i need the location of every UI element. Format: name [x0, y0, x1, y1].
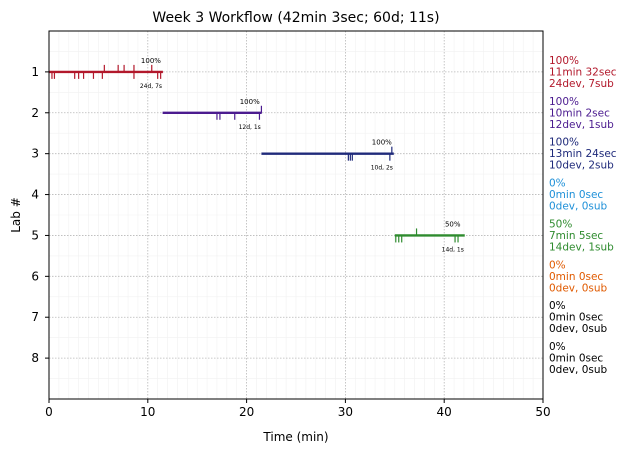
- lab-5-summary-line: 14dev, 1sub: [549, 241, 614, 253]
- y-tick-label: 1: [31, 65, 39, 79]
- lab-1-summary-line: 11min 32sec: [549, 66, 617, 78]
- y-axis-label: Lab #: [9, 197, 23, 233]
- lab-2-percent-label: 100%: [240, 98, 260, 106]
- lab-1-summary-line: 100%: [549, 55, 579, 67]
- lab-5-count-label: 14d, 1s: [442, 246, 464, 253]
- lab-2-summary-line: 12dev, 1sub: [549, 119, 614, 131]
- x-tick-label: 10: [140, 405, 155, 419]
- lab-8-summary-line: 0dev, 0sub: [549, 364, 608, 376]
- lab-8-summary-line: 0min 0sec: [549, 353, 603, 365]
- y-tick-label: 4: [31, 188, 39, 202]
- lab-6-summary-line: 0dev, 0sub: [549, 282, 608, 294]
- lab-3-summary-line: 100%: [549, 137, 579, 149]
- y-tick-label: 2: [31, 106, 39, 120]
- lab-4-summary-line: 0dev, 0sub: [549, 201, 608, 213]
- y-tick-label: 8: [31, 351, 39, 365]
- lab-3-summary-line: 10dev, 2sub: [549, 160, 614, 172]
- chart-title: Week 3 Workflow (42min 3sec; 60d; 11s): [152, 10, 439, 26]
- lab-7-summary-line: 0%: [549, 300, 566, 312]
- lab-7-summary-line: 0dev, 0sub: [549, 323, 608, 335]
- lab-5-summary-line: 7min 5sec: [549, 230, 603, 242]
- bar-annotations: 100% 24d, 7s 100% 12d, 1s 100% 10d, 2s 50% 14d,…: [140, 57, 464, 254]
- y-axis-ticks: 1 2 3 4 5 6 7 8: [31, 65, 49, 365]
- lab-3-count-label: 10d, 2s: [371, 165, 393, 172]
- lab-bars: [49, 64, 465, 243]
- lab-4-summary-line: 0%: [549, 178, 566, 190]
- x-tick-label: 50: [535, 405, 550, 419]
- x-tick-label: 30: [338, 405, 353, 419]
- lab-4-summary-line: 0min 0sec: [549, 189, 603, 201]
- lab-2-summary-line: 100%: [549, 96, 579, 108]
- lab-2-summary-line: 10min 2sec: [549, 107, 610, 119]
- lab-1-count-label: 24d, 7s: [140, 83, 162, 90]
- x-axis-label: Time (min): [262, 430, 328, 444]
- lab-1-summary-line: 24dev, 7sub: [549, 78, 614, 90]
- lab-5-summary-line: 50%: [549, 218, 572, 230]
- y-tick-label: 7: [31, 310, 39, 324]
- x-tick-label: 0: [45, 405, 53, 419]
- y-tick-label: 6: [31, 269, 39, 283]
- y-tick-label: 3: [31, 147, 39, 161]
- x-axis-ticks: 0 10 20 30 40 50: [45, 399, 551, 419]
- grid-lines: [49, 31, 543, 399]
- x-tick-label: 40: [437, 405, 452, 419]
- lab-6-summary-line: 0min 0sec: [549, 271, 603, 283]
- lab-3-summary-line: 13min 24sec: [549, 148, 617, 160]
- x-tick-label: 20: [239, 405, 254, 419]
- lab-6-summary-line: 0%: [549, 259, 566, 271]
- lab-2-count-label: 12d, 1s: [239, 124, 261, 131]
- lab-3-percent-label: 100%: [372, 139, 392, 147]
- y-tick-label: 5: [31, 228, 39, 242]
- plot-frame: [48, 30, 544, 400]
- lab-1-percent-label: 100%: [141, 57, 161, 65]
- lab-7-summary-line: 0min 0sec: [549, 312, 603, 324]
- lab-5-percent-label: 50%: [445, 220, 461, 228]
- lab-8-summary-line: 0%: [549, 341, 566, 353]
